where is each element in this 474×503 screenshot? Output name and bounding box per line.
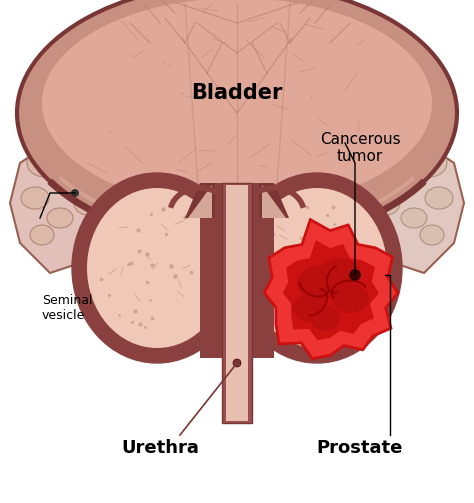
Ellipse shape xyxy=(30,225,54,245)
Text: Seminal
vesicle: Seminal vesicle xyxy=(42,294,92,322)
Ellipse shape xyxy=(232,173,402,363)
Circle shape xyxy=(233,359,241,367)
Polygon shape xyxy=(200,183,274,358)
Polygon shape xyxy=(185,183,215,218)
Ellipse shape xyxy=(320,258,360,288)
Ellipse shape xyxy=(298,266,343,300)
Ellipse shape xyxy=(47,208,73,228)
Ellipse shape xyxy=(27,149,63,177)
Ellipse shape xyxy=(411,149,447,177)
Ellipse shape xyxy=(42,0,432,208)
Text: Bladder: Bladder xyxy=(191,83,283,103)
Ellipse shape xyxy=(247,188,387,348)
Ellipse shape xyxy=(74,191,102,215)
Text: Cancerous
tumor: Cancerous tumor xyxy=(319,132,401,164)
Ellipse shape xyxy=(331,283,369,313)
Ellipse shape xyxy=(17,0,457,243)
Text: Urethra: Urethra xyxy=(121,439,199,457)
Polygon shape xyxy=(283,240,379,341)
Polygon shape xyxy=(364,143,464,273)
Ellipse shape xyxy=(310,305,340,330)
Polygon shape xyxy=(226,185,248,421)
Text: Prostate: Prostate xyxy=(317,439,403,457)
Ellipse shape xyxy=(54,170,86,196)
Ellipse shape xyxy=(401,208,427,228)
Ellipse shape xyxy=(388,170,420,196)
Polygon shape xyxy=(222,183,252,423)
Polygon shape xyxy=(10,143,110,273)
Polygon shape xyxy=(188,185,212,218)
Circle shape xyxy=(71,189,79,197)
Ellipse shape xyxy=(372,191,400,215)
Ellipse shape xyxy=(21,187,49,209)
Ellipse shape xyxy=(72,173,242,363)
Circle shape xyxy=(350,270,360,280)
Ellipse shape xyxy=(420,225,444,245)
Ellipse shape xyxy=(292,294,328,322)
Ellipse shape xyxy=(425,187,453,209)
Polygon shape xyxy=(264,220,398,359)
Polygon shape xyxy=(262,185,286,218)
Polygon shape xyxy=(259,183,289,218)
Ellipse shape xyxy=(87,188,227,348)
